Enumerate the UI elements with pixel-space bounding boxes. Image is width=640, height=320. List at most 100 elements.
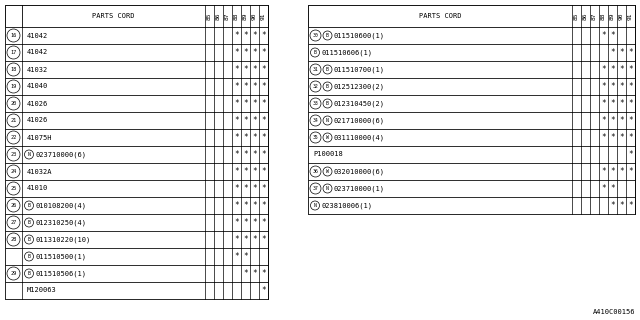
Text: *: *	[619, 201, 624, 210]
Circle shape	[323, 82, 332, 91]
Text: B: B	[28, 237, 31, 242]
Text: 010108200(4): 010108200(4)	[35, 202, 86, 209]
Text: *: *	[234, 235, 239, 244]
Text: 41040: 41040	[27, 84, 48, 90]
Text: *: *	[261, 150, 266, 159]
Text: *: *	[261, 48, 266, 57]
Text: *: *	[601, 133, 606, 142]
Text: 24: 24	[10, 169, 17, 174]
Text: *: *	[628, 150, 633, 159]
Text: 86: 86	[583, 12, 588, 20]
Text: 89: 89	[243, 12, 248, 20]
Circle shape	[7, 80, 20, 93]
Text: *: *	[252, 184, 257, 193]
Bar	[5, 265, 268, 282]
Circle shape	[323, 167, 332, 176]
Text: 26: 26	[10, 203, 17, 208]
Bar	[308, 61, 635, 78]
Text: N: N	[28, 152, 31, 157]
Circle shape	[310, 201, 319, 210]
Text: 33: 33	[312, 101, 318, 106]
Text: 23: 23	[10, 152, 17, 157]
Text: *: *	[243, 133, 248, 142]
Text: *: *	[243, 150, 248, 159]
Text: *: *	[234, 201, 239, 210]
Text: 41026: 41026	[27, 117, 48, 124]
Bar	[308, 180, 635, 197]
Text: *: *	[252, 99, 257, 108]
Text: *: *	[610, 82, 615, 91]
Text: *: *	[243, 65, 248, 74]
Text: *: *	[261, 133, 266, 142]
Text: 18: 18	[10, 67, 17, 72]
Bar	[5, 231, 268, 248]
Bar	[308, 27, 635, 44]
Circle shape	[310, 81, 321, 92]
Text: *: *	[261, 31, 266, 40]
Text: 27: 27	[10, 220, 17, 225]
Text: *: *	[601, 116, 606, 125]
Text: *: *	[252, 167, 257, 176]
Bar	[5, 95, 268, 112]
Text: P100018: P100018	[313, 151, 343, 157]
Bar	[308, 5, 635, 214]
Text: 011510506(1): 011510506(1)	[35, 270, 86, 277]
Circle shape	[323, 184, 332, 193]
Bar	[308, 78, 635, 95]
Text: 29: 29	[10, 271, 17, 276]
Bar	[5, 44, 268, 61]
Circle shape	[7, 29, 20, 42]
Text: 86: 86	[216, 12, 221, 20]
Text: *: *	[610, 65, 615, 74]
Text: 41032A: 41032A	[27, 169, 52, 174]
Text: *: *	[628, 167, 633, 176]
Text: *: *	[252, 269, 257, 278]
Bar	[308, 197, 635, 214]
Circle shape	[7, 131, 20, 144]
Text: *: *	[619, 82, 624, 91]
Circle shape	[7, 46, 20, 59]
Text: 90: 90	[252, 12, 257, 20]
Text: B: B	[28, 254, 31, 259]
Text: 32: 32	[312, 84, 318, 89]
Text: *: *	[619, 167, 624, 176]
Text: *: *	[619, 116, 624, 125]
Text: B: B	[326, 67, 329, 72]
Circle shape	[310, 115, 321, 126]
Text: B: B	[314, 50, 316, 55]
Text: PARTS CORD: PARTS CORD	[92, 13, 135, 19]
Text: B: B	[28, 271, 31, 276]
Text: *: *	[619, 65, 624, 74]
Text: *: *	[610, 116, 615, 125]
Circle shape	[310, 64, 321, 75]
Text: *: *	[252, 150, 257, 159]
Circle shape	[7, 182, 20, 195]
Text: 17: 17	[10, 50, 17, 55]
Circle shape	[7, 114, 20, 127]
Text: W: W	[326, 169, 329, 174]
Text: *: *	[601, 82, 606, 91]
Text: 012310250(4): 012310250(4)	[35, 219, 86, 226]
Text: *: *	[261, 82, 266, 91]
Bar	[5, 248, 268, 265]
Text: PARTS CORD: PARTS CORD	[419, 13, 461, 19]
Text: 30: 30	[312, 33, 318, 38]
Text: *: *	[243, 116, 248, 125]
Text: 023710000(6): 023710000(6)	[35, 151, 86, 158]
Circle shape	[310, 30, 321, 41]
Text: *: *	[610, 184, 615, 193]
Text: 023710000(1): 023710000(1)	[333, 185, 385, 192]
Text: 21: 21	[10, 118, 17, 123]
Text: *: *	[243, 218, 248, 227]
Text: *: *	[628, 133, 633, 142]
Text: *: *	[234, 184, 239, 193]
Text: 90: 90	[619, 12, 624, 20]
Circle shape	[310, 166, 321, 177]
Text: *: *	[234, 218, 239, 227]
Bar	[5, 5, 268, 299]
Circle shape	[7, 233, 20, 246]
Text: 031110000(4): 031110000(4)	[333, 134, 385, 141]
Text: *: *	[619, 99, 624, 108]
Text: 023810006(1): 023810006(1)	[321, 202, 372, 209]
Circle shape	[310, 132, 321, 143]
